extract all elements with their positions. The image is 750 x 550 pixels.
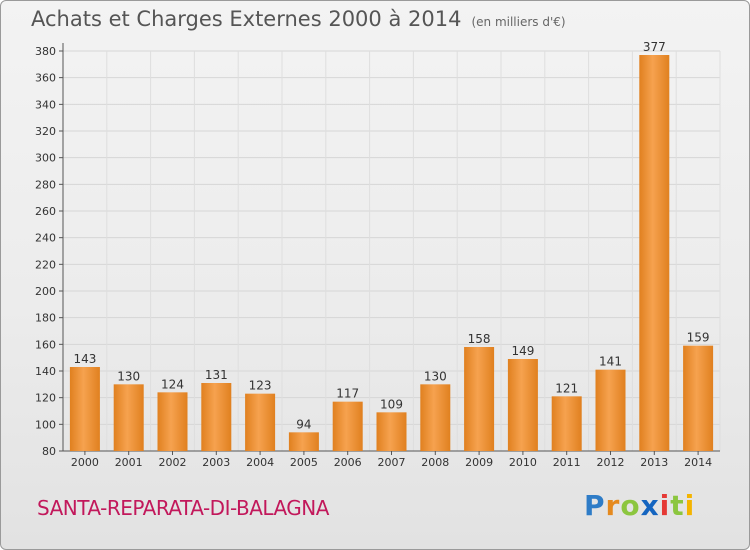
y-tick-label: 140 xyxy=(35,365,56,378)
y-tick-label: 300 xyxy=(35,152,56,165)
bar xyxy=(507,359,538,451)
bar-value-label: 143 xyxy=(73,352,96,366)
y-tick-label: 380 xyxy=(35,45,56,58)
y-tick-label: 220 xyxy=(35,258,56,271)
bar-value-label: 131 xyxy=(205,368,228,382)
x-tick-label: 2013 xyxy=(640,456,668,469)
bar xyxy=(683,345,714,451)
x-tick-label: 2006 xyxy=(334,456,362,469)
bar xyxy=(376,412,407,451)
x-tick-label: 2008 xyxy=(421,456,449,469)
y-tick-label: 360 xyxy=(35,72,56,85)
y-tick-label: 340 xyxy=(35,98,56,111)
x-tick-label: 2001 xyxy=(115,456,143,469)
bar xyxy=(639,55,670,451)
x-tick-label: 2005 xyxy=(290,456,318,469)
bar-value-label: 94 xyxy=(296,417,311,431)
x-tick-label: 2007 xyxy=(378,456,406,469)
chart-subtitle: (en milliers d'€) xyxy=(471,15,566,29)
y-tick-label: 260 xyxy=(35,205,56,218)
bar-value-label: 124 xyxy=(161,377,184,391)
bar-value-label: 109 xyxy=(380,397,403,411)
bar xyxy=(595,369,626,451)
bar-value-label: 123 xyxy=(249,379,272,393)
bar xyxy=(69,367,100,451)
y-tick-label: 100 xyxy=(35,418,56,431)
y-tick-label: 80 xyxy=(42,445,56,458)
y-tick-label: 120 xyxy=(35,392,56,405)
bar-value-label: 149 xyxy=(511,344,534,358)
x-tick-label: 2014 xyxy=(684,456,712,469)
y-tick-label: 160 xyxy=(35,338,56,351)
chart-title: Achats et Charges Externes 2000 à 2014 (e… xyxy=(31,7,566,31)
bar xyxy=(332,401,363,451)
x-tick-label: 2012 xyxy=(597,456,625,469)
bar-value-label: 141 xyxy=(599,355,622,369)
bar xyxy=(420,384,451,451)
proxiti-logo: Proxiti xyxy=(584,489,696,522)
x-tick-label: 2010 xyxy=(509,456,537,469)
bar xyxy=(245,393,276,451)
bar-value-label: 117 xyxy=(336,387,359,401)
value-labels: 143 130 124 131 123 94 117 109 130 158 149 121 141 37… xyxy=(73,40,709,431)
bar-value-label: 130 xyxy=(424,369,447,383)
y-tick-label: 200 xyxy=(35,285,56,298)
y-tick-label: 280 xyxy=(35,178,56,191)
title-text: Achats et Charges Externes 2000 à 2014 xyxy=(31,7,462,31)
x-tick-label: 2002 xyxy=(159,456,187,469)
bar-value-label: 130 xyxy=(117,369,140,383)
x-tick-label: 2000 xyxy=(71,456,99,469)
y-tick-label: 240 xyxy=(35,232,56,245)
y-tick-label: 320 xyxy=(35,125,56,138)
x-tick-label: 2003 xyxy=(202,456,230,469)
bar xyxy=(464,347,495,451)
bar-value-label: 158 xyxy=(468,332,491,346)
bar xyxy=(201,383,232,451)
bar-value-label: 121 xyxy=(555,381,578,395)
place-name: SANTA-REPARATA-DI-BALAGNA xyxy=(37,496,329,520)
bar xyxy=(113,384,144,451)
bar-value-label: 377 xyxy=(643,40,666,54)
axes: 80 100 120 140 160 180 200 220 240 260 280 300 320 34… xyxy=(35,43,720,469)
bar-value-label: 159 xyxy=(687,331,710,345)
bar xyxy=(551,396,582,451)
bars xyxy=(69,55,714,451)
x-tick-label: 2009 xyxy=(465,456,493,469)
x-tick-label: 2011 xyxy=(553,456,581,469)
bar xyxy=(288,432,319,451)
y-tick-label: 180 xyxy=(35,312,56,325)
bar xyxy=(157,392,188,451)
x-tick-label: 2004 xyxy=(246,456,274,469)
